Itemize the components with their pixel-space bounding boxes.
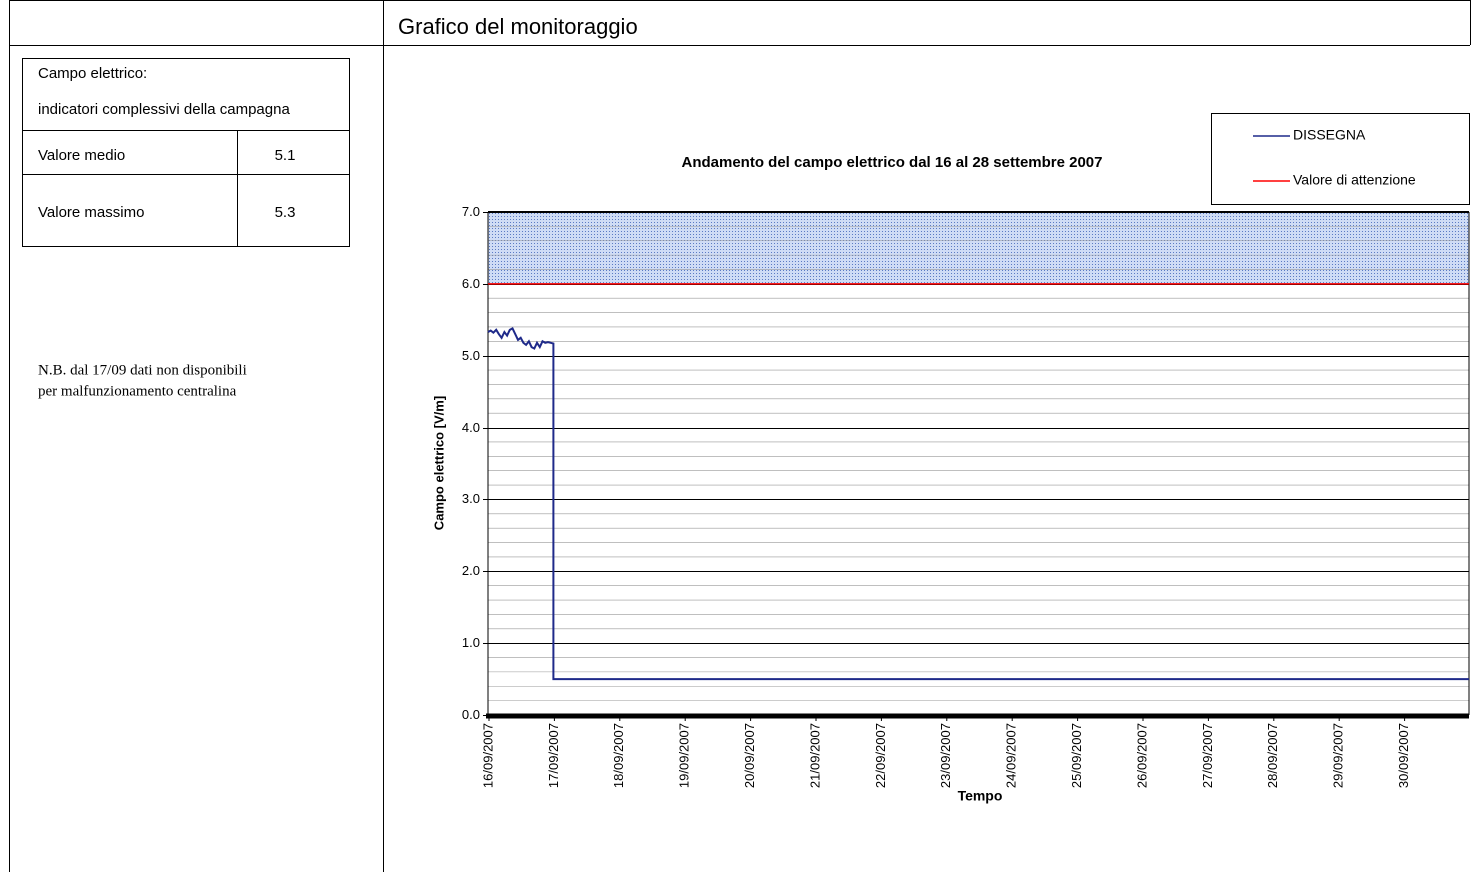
y-tick-label: 3.0 (462, 491, 480, 506)
summary-title: indicatori complessivi della campagna (38, 101, 290, 118)
x-tick-label: 17/09/2007 (546, 723, 561, 788)
summary-value: 5.3 (275, 204, 296, 221)
x-tick-label: 28/09/2007 (1265, 723, 1280, 788)
note: N.B. dal 17/09 dati non disponibili (38, 362, 247, 378)
summary-label: Valore massimo (38, 204, 144, 221)
y-tick-label: 7.0 (462, 204, 480, 219)
x-tick-label: 16/09/2007 (480, 723, 495, 788)
summary-box (22, 58, 350, 247)
summary-value: 5.1 (275, 147, 296, 164)
y-tick-label: 6.0 (462, 276, 480, 291)
y-tick-label: 0.0 (462, 707, 480, 722)
summary-label: Valore medio (38, 147, 125, 164)
x-axis-label: Tempo (958, 788, 1003, 804)
x-tick-label: 18/09/2007 (611, 723, 626, 788)
x-tick-label: 29/09/2007 (1331, 723, 1346, 788)
x-tick-label: 23/09/2007 (938, 723, 953, 788)
chart-title: Andamento del campo elettrico dal 16 al … (682, 154, 1103, 171)
x-tick-label: 20/09/2007 (742, 723, 757, 788)
data-line (487, 327, 1469, 681)
x-tick-label: 26/09/2007 (1134, 723, 1149, 788)
note: per malfunzionamento centralina (38, 383, 237, 399)
summary-title: Campo elettrico: (38, 65, 147, 82)
legend-label: DISSEGNA (1293, 127, 1366, 143)
x-tick-label: 22/09/2007 (873, 723, 888, 788)
x-tick-label: 21/09/2007 (807, 723, 822, 788)
y-tick-label: 5.0 (462, 348, 480, 363)
y-tick-label: 1.0 (462, 635, 480, 650)
y-axis-label: Campo elettrico [V/m] (431, 396, 446, 530)
x-tick-label: 19/09/2007 (677, 723, 692, 788)
header-title: Grafico del monitoraggio (398, 14, 638, 39)
y-tick-label: 2.0 (462, 563, 480, 578)
x-tick-label: 30/09/2007 (1396, 723, 1411, 788)
y-tick-label: 4.0 (462, 420, 480, 435)
x-tick-label: 25/09/2007 (1069, 723, 1084, 788)
legend (1211, 113, 1470, 205)
x-tick-label: 27/09/2007 (1200, 723, 1215, 788)
attention-band (488, 212, 1469, 284)
x-tick-label: 24/09/2007 (1004, 723, 1019, 788)
legend-label: Valore di attenzione (1293, 172, 1416, 188)
frame (9, 0, 1471, 872)
